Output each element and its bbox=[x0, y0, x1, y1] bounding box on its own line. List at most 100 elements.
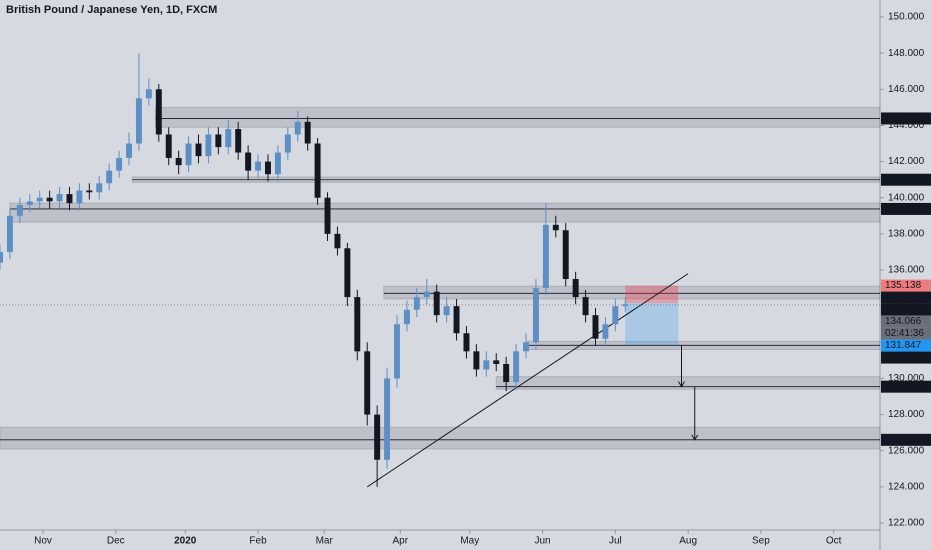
candle-body bbox=[562, 230, 569, 280]
y-tick-label: 124.000 bbox=[888, 481, 925, 492]
candle-body bbox=[413, 297, 420, 310]
price-badge-label: 139.380 bbox=[885, 204, 922, 215]
arrow-head bbox=[678, 381, 685, 388]
price-badge-label: 131.832 bbox=[885, 352, 922, 363]
zone bbox=[154, 106, 881, 128]
candle-body bbox=[433, 291, 440, 316]
candle-body bbox=[463, 333, 470, 352]
candle-body bbox=[294, 121, 301, 135]
price-badge bbox=[881, 380, 931, 393]
candle-body bbox=[582, 297, 589, 316]
zone bbox=[495, 376, 881, 390]
candle-body bbox=[513, 351, 520, 383]
candle-body bbox=[86, 190, 93, 193]
candle-body bbox=[354, 297, 361, 352]
candle-body bbox=[542, 224, 549, 289]
candle-body bbox=[384, 378, 391, 460]
x-tick-label: Dec bbox=[107, 536, 125, 547]
candle-body bbox=[145, 89, 152, 99]
x-tick-label: Sep bbox=[752, 536, 770, 547]
candle-body bbox=[572, 279, 579, 298]
candle-body bbox=[304, 121, 311, 144]
candle-body bbox=[175, 157, 182, 166]
x-tick-label: Mar bbox=[316, 536, 334, 547]
candle-body bbox=[344, 248, 351, 298]
chart-title: British Pound / Japanese Yen, 1D, FXCM bbox=[6, 4, 217, 16]
y-tick-label: 138.000 bbox=[888, 228, 925, 239]
y-tick-label: 122.000 bbox=[888, 518, 925, 529]
candle-body bbox=[135, 98, 142, 144]
candle-body bbox=[324, 197, 331, 234]
x-tick-label: Feb bbox=[249, 536, 267, 547]
candle-body bbox=[245, 152, 252, 171]
x-tick-label: May bbox=[460, 536, 479, 547]
candle-body bbox=[274, 152, 281, 175]
candle-body bbox=[284, 134, 291, 153]
target-zone bbox=[625, 303, 679, 346]
price-badge bbox=[881, 339, 931, 352]
arrow-head bbox=[691, 434, 699, 441]
price-badge bbox=[881, 433, 931, 446]
price-badge-label: 129.544 bbox=[885, 381, 922, 392]
candle-body bbox=[116, 157, 123, 171]
candle-body bbox=[155, 89, 162, 135]
y-tick-label: 140.000 bbox=[888, 192, 925, 203]
candle-body bbox=[225, 129, 232, 148]
candle-body bbox=[503, 363, 510, 383]
x-tick-label: 2020 bbox=[174, 536, 197, 547]
trendline bbox=[366, 273, 689, 488]
candle-body bbox=[403, 309, 410, 325]
x-tick-label: Jun bbox=[534, 536, 550, 547]
price-badge-label: 134.172 bbox=[885, 304, 922, 315]
y-tick-label: 150.000 bbox=[888, 12, 925, 23]
candle-body bbox=[195, 143, 202, 157]
candle-body bbox=[493, 360, 500, 364]
countdown-badge bbox=[881, 327, 931, 340]
candle-body bbox=[76, 190, 83, 204]
price-badge bbox=[881, 112, 931, 125]
candle-body bbox=[523, 342, 529, 352]
candle-body bbox=[126, 143, 132, 158]
candle-body bbox=[552, 224, 559, 231]
zone bbox=[9, 202, 881, 223]
price-badge bbox=[881, 173, 931, 186]
candle-body bbox=[334, 233, 341, 249]
candle-body bbox=[314, 143, 321, 198]
candle-body bbox=[26, 201, 33, 205]
candle-body bbox=[96, 183, 103, 193]
price-badge bbox=[881, 202, 931, 215]
candle-body bbox=[622, 304, 629, 307]
candle-body bbox=[6, 215, 13, 252]
x-tick-label: Apr bbox=[393, 536, 409, 547]
y-tick-label: 146.000 bbox=[888, 84, 925, 95]
candle-body bbox=[165, 134, 172, 158]
candle-body bbox=[443, 306, 450, 316]
candle-body bbox=[36, 197, 43, 202]
candle-body bbox=[0, 251, 3, 263]
candle-body bbox=[46, 197, 53, 202]
price-badge bbox=[881, 279, 931, 292]
candle-body bbox=[205, 134, 212, 157]
price-badge-label: 131.847 bbox=[885, 340, 922, 351]
candle-body bbox=[473, 351, 480, 370]
y-tick-label: 130.000 bbox=[888, 373, 925, 384]
candle-body bbox=[16, 204, 23, 216]
price-badge-label: 134.709 bbox=[885, 292, 922, 303]
y-tick-label: 136.000 bbox=[888, 265, 925, 276]
candle-body bbox=[394, 324, 400, 379]
price-badge-label: 135.138 bbox=[885, 280, 922, 291]
y-tick-label: 148.000 bbox=[888, 48, 925, 59]
price-badge-label: 144.386 bbox=[885, 113, 922, 124]
candle-body bbox=[423, 291, 430, 298]
price-badge bbox=[881, 315, 931, 328]
price-badge-label: 140.996 bbox=[885, 174, 922, 185]
candle-body bbox=[453, 306, 460, 334]
price-badge bbox=[881, 291, 931, 304]
candle-body bbox=[532, 288, 539, 343]
zone bbox=[383, 285, 881, 300]
price-badge bbox=[881, 303, 931, 316]
countdown-label: 02:41:36 bbox=[885, 328, 924, 339]
candle-body bbox=[364, 351, 371, 415]
